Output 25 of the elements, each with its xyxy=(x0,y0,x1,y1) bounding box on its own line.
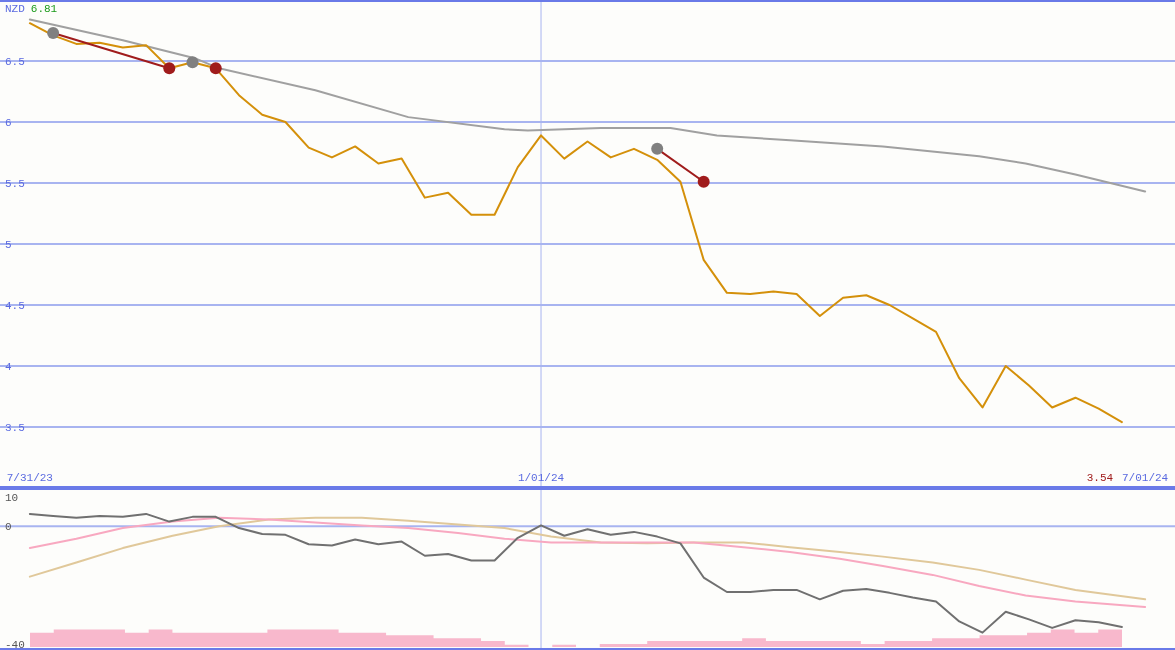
point xyxy=(47,26,60,39)
x-tick-label: 7/01/24 xyxy=(1122,472,1169,484)
annotation: 3.54 xyxy=(1086,472,1114,484)
line-series xyxy=(28,18,1147,193)
point xyxy=(186,56,199,69)
y-tick-label: 6 xyxy=(5,116,12,129)
x-tick-label: 7/31/23 xyxy=(6,472,53,484)
y-tick-label: 4.5 xyxy=(5,299,25,312)
y-tick-label: -40 xyxy=(5,638,25,650)
y-tick-label: 0 xyxy=(5,521,12,534)
point xyxy=(697,175,710,188)
line-series xyxy=(28,22,1123,424)
annotation: 6.81 xyxy=(30,3,58,15)
y-tick-label: 6.5 xyxy=(5,55,25,68)
line-series xyxy=(28,512,1123,634)
x-tick-label: 1/01/24 xyxy=(517,472,565,484)
point xyxy=(209,62,222,75)
y-axis-title: NZD xyxy=(5,3,26,15)
y-tick-label: 4 xyxy=(5,360,12,373)
y-tick-label: 5 xyxy=(5,238,12,251)
y-tick-label: 10 xyxy=(5,491,19,504)
point xyxy=(163,62,176,75)
y-tick-label: 5.5 xyxy=(5,177,25,190)
y-tick-label: 3.5 xyxy=(5,421,25,434)
point xyxy=(651,142,664,155)
